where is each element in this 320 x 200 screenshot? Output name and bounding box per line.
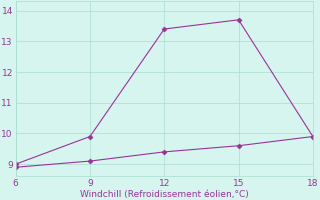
X-axis label: Windchill (Refroidissement éolien,°C): Windchill (Refroidissement éolien,°C) xyxy=(80,190,249,199)
